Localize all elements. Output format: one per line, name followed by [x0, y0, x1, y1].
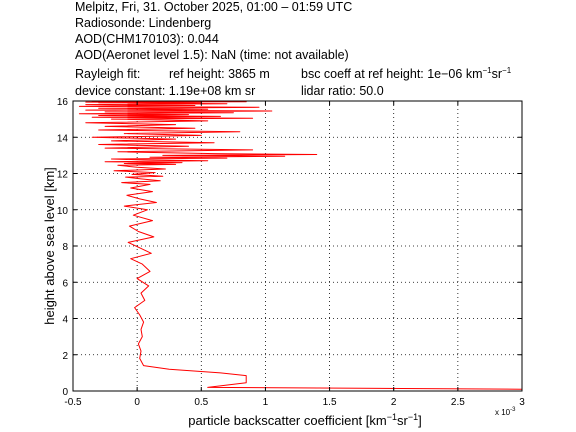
- y-tick-label: 6: [62, 278, 68, 289]
- tick-marks: [72, 100, 523, 392]
- y-tick-label: 16: [57, 97, 69, 108]
- bsc-coeff-prefix: bsc coeff at ref height: 1e−06 km: [301, 67, 483, 81]
- x-multiplier-label: x 10-3: [495, 407, 516, 417]
- x-axis-label: particle backscatter coefficient [km−1sr…: [188, 412, 421, 428]
- x-tick-label: 2.5: [451, 397, 465, 408]
- x-tick-label: 0.5: [194, 397, 208, 408]
- y-tick-label: 8: [62, 242, 68, 253]
- header-line-3: AOD(CHM170103): 0.044: [75, 32, 219, 47]
- header-line-1: Melpitz, Fri, 31. October 2025, 01:00 – …: [75, 0, 352, 15]
- x-tick-labels: -0.5 0 0.5 1 1.5 2 2.5 3: [64, 397, 525, 408]
- ref-height-text: ref height: 3865 m: [169, 67, 270, 81]
- x-tick-label: 1.5: [323, 397, 337, 408]
- y-tick-label: 4: [62, 315, 68, 326]
- y-tick-label: 2: [62, 351, 68, 362]
- backscatter-profile-line-0: [78, 100, 523, 390]
- aod-aeronet-text: AOD(Aeronet level 1.5): NaN (time: not a…: [75, 48, 349, 62]
- y-axis-label: height above sea level [km]: [42, 167, 57, 325]
- x-tick-label: 0: [134, 397, 140, 408]
- x-tick-label: 2: [391, 397, 397, 408]
- y-tick-label: 14: [57, 133, 69, 144]
- x-tick-label: 3: [519, 397, 525, 408]
- y-tick-label: 10: [57, 206, 69, 217]
- grid-lines: [73, 101, 522, 391]
- header-line-5: Rayleigh fit: ref height: 3865 m bsc coeff…: [75, 67, 511, 82]
- device-constant-text: device constant: 1.19e+08 km sr: [75, 84, 256, 98]
- y-tick-labels: 0 2 4 6 8 10 12 14 16: [57, 97, 69, 398]
- lidar-ratio-text: lidar ratio: 50.0: [301, 84, 384, 98]
- location-date-text: Melpitz, Fri, 31. October 2025, 01:00 – …: [75, 0, 353, 14]
- bsc-coeff-text: bsc coeff at ref height: 1e−06 km−1sr−1: [301, 66, 512, 82]
- y-tick-label: 0: [62, 387, 68, 398]
- x-tick-label: -0.5: [64, 397, 82, 408]
- x-tick-label: 1: [263, 397, 269, 408]
- radiosonde-text: Radiosonde: Lindenberg: [75, 16, 212, 30]
- header-line-2: Radiosonde: Lindenberg: [75, 16, 211, 31]
- rayleigh-fit-label: Rayleigh fit:: [75, 67, 141, 81]
- header-line-4: AOD(Aeronet level 1.5): NaN (time: not a…: [75, 48, 349, 63]
- header-line-6: device constant: 1.19e+08 km sr lidar rat…: [75, 84, 384, 99]
- aod-chm-text: AOD(CHM170103): 0.044: [75, 32, 219, 46]
- y-tick-label: 12: [57, 170, 69, 181]
- series-layer: [78, 100, 523, 390]
